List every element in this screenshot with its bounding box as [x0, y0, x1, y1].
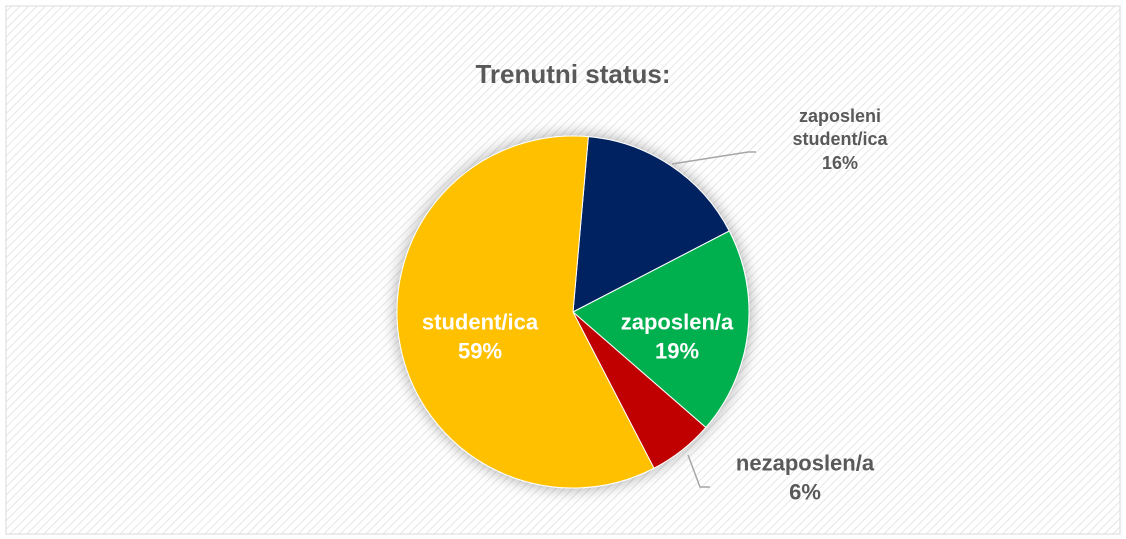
label-value: 16% [821, 152, 859, 173]
data-label: zaposleni student/ica 16% [770, 105, 910, 175]
pie-slice [396, 135, 655, 489]
label-value: 19% [654, 338, 700, 363]
pie-slice [572, 230, 750, 429]
pie [396, 135, 750, 489]
label-category: zaposlen/a [620, 309, 734, 335]
label-category: nezaposlen/a [735, 450, 875, 476]
leader-line [671, 151, 756, 165]
label-value: 59% [457, 338, 503, 363]
data-label: nezaposlen/a 6% [705, 449, 905, 506]
data-label: zaposlen/a 19% [597, 308, 757, 365]
label-category: student/ica [421, 309, 539, 335]
data-label: student/ica 59% [390, 308, 570, 365]
chart-title: Trenutni status: [475, 59, 670, 89]
pie-slice [572, 136, 730, 313]
label-value: 6% [789, 479, 821, 504]
label-category: zaposleni student/ica [792, 105, 888, 150]
leader-line [687, 454, 710, 488]
